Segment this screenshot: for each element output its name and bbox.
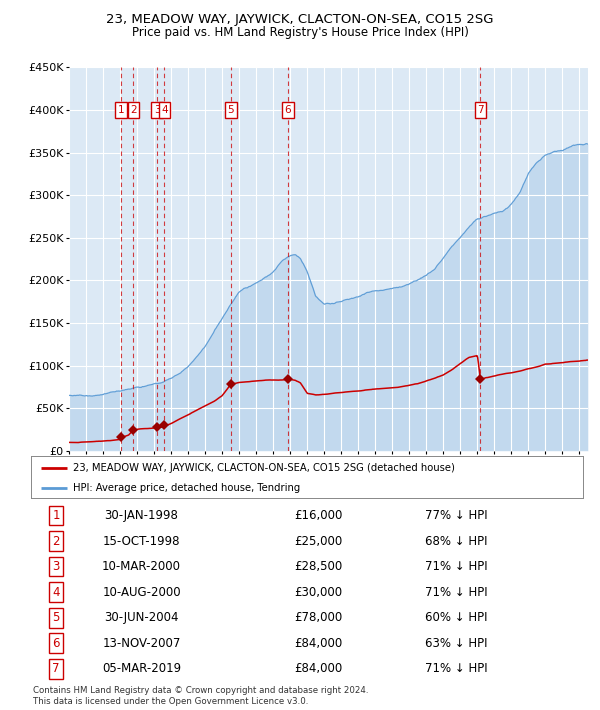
- Text: £25,000: £25,000: [294, 535, 343, 547]
- Text: 63% ↓ HPI: 63% ↓ HPI: [425, 637, 487, 650]
- Text: 1: 1: [52, 509, 60, 522]
- Text: 2: 2: [52, 535, 60, 547]
- Text: £84,000: £84,000: [294, 637, 343, 650]
- Text: £28,500: £28,500: [294, 560, 343, 573]
- Text: 05-MAR-2019: 05-MAR-2019: [102, 662, 181, 675]
- Text: 3: 3: [154, 105, 161, 115]
- Text: 23, MEADOW WAY, JAYWICK, CLACTON-ON-SEA, CO15 2SG (detached house): 23, MEADOW WAY, JAYWICK, CLACTON-ON-SEA,…: [73, 463, 454, 473]
- Text: 6: 6: [52, 637, 60, 650]
- Text: 1: 1: [118, 105, 125, 115]
- Text: 30-JAN-1998: 30-JAN-1998: [104, 509, 179, 522]
- Text: 5: 5: [52, 611, 60, 624]
- Text: £30,000: £30,000: [294, 586, 343, 599]
- Text: 13-NOV-2007: 13-NOV-2007: [103, 637, 181, 650]
- Text: 2: 2: [130, 105, 137, 115]
- Text: 60% ↓ HPI: 60% ↓ HPI: [425, 611, 487, 624]
- Text: £78,000: £78,000: [294, 611, 343, 624]
- Text: 71% ↓ HPI: 71% ↓ HPI: [425, 586, 488, 599]
- Text: 7: 7: [477, 105, 484, 115]
- Text: 71% ↓ HPI: 71% ↓ HPI: [425, 560, 488, 573]
- Text: £84,000: £84,000: [294, 662, 343, 675]
- Text: Contains HM Land Registry data © Crown copyright and database right 2024.: Contains HM Land Registry data © Crown c…: [33, 686, 368, 695]
- Text: £16,000: £16,000: [294, 509, 343, 522]
- Text: 10-MAR-2000: 10-MAR-2000: [102, 560, 181, 573]
- Text: 10-AUG-2000: 10-AUG-2000: [102, 586, 181, 599]
- Text: 4: 4: [52, 586, 60, 599]
- Text: 3: 3: [52, 560, 60, 573]
- Text: 4: 4: [161, 105, 168, 115]
- Text: HPI: Average price, detached house, Tendring: HPI: Average price, detached house, Tend…: [73, 483, 300, 493]
- Text: 7: 7: [52, 662, 60, 675]
- Text: 15-OCT-1998: 15-OCT-1998: [103, 535, 181, 547]
- Text: 30-JUN-2004: 30-JUN-2004: [104, 611, 179, 624]
- Text: 71% ↓ HPI: 71% ↓ HPI: [425, 662, 488, 675]
- Text: 77% ↓ HPI: 77% ↓ HPI: [425, 509, 488, 522]
- Text: 23, MEADOW WAY, JAYWICK, CLACTON-ON-SEA, CO15 2SG: 23, MEADOW WAY, JAYWICK, CLACTON-ON-SEA,…: [106, 13, 494, 26]
- Text: Price paid vs. HM Land Registry's House Price Index (HPI): Price paid vs. HM Land Registry's House …: [131, 26, 469, 38]
- Text: This data is licensed under the Open Government Licence v3.0.: This data is licensed under the Open Gov…: [33, 697, 308, 706]
- Text: 5: 5: [227, 105, 234, 115]
- Text: 6: 6: [284, 105, 292, 115]
- Text: 68% ↓ HPI: 68% ↓ HPI: [425, 535, 487, 547]
